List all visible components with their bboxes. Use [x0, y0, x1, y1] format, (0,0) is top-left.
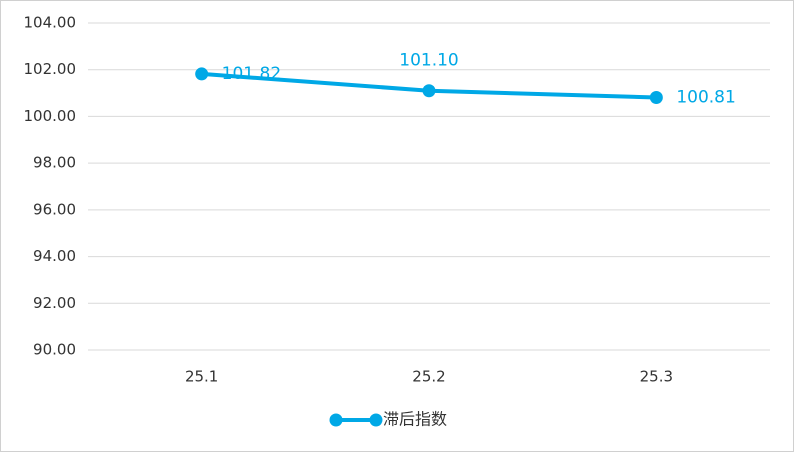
y-tick-label: 94.00	[33, 247, 76, 265]
y-tick-label: 96.00	[33, 200, 76, 218]
x-tick-label: 25.2	[412, 368, 445, 386]
y-tick-label: 92.00	[33, 294, 76, 312]
x-tick-label: 25.1	[185, 368, 218, 386]
legend-dot	[369, 413, 383, 427]
value-label: 101.10	[399, 51, 458, 71]
value-label: 101.82	[222, 64, 281, 84]
legend-dot	[329, 413, 343, 427]
x-tick-label: 25.3	[640, 368, 673, 386]
y-tick-label: 100.00	[24, 107, 77, 125]
y-tick-label: 90.00	[33, 341, 76, 359]
y-tick-label: 104.00	[24, 14, 77, 32]
point	[422, 84, 436, 98]
point	[195, 67, 209, 81]
y-tick-label: 98.00	[33, 154, 76, 172]
y-tick-label: 102.00	[24, 60, 77, 78]
value-label: 100.81	[676, 88, 735, 108]
point	[649, 91, 663, 105]
legend-label: 滞后指数	[383, 410, 447, 429]
